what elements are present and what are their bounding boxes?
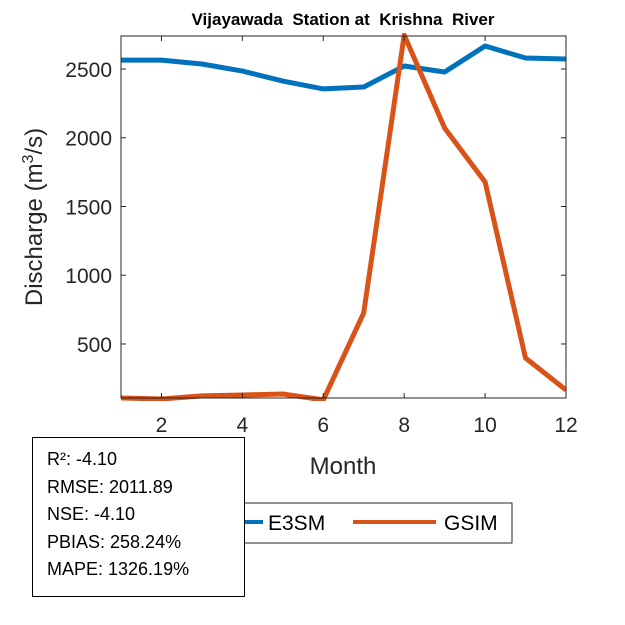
x-axis-ticks: 2 4 6 8 10 12: [156, 36, 578, 437]
x-tick-label: 12: [554, 414, 577, 437]
legend: E3SM GSIM: [235, 502, 513, 544]
y-axis-label-main: Discharge (m: [21, 163, 48, 306]
y-axis-label-sup: 3: [20, 154, 37, 163]
stat-rmse: RMSE: 2011.89: [47, 476, 173, 497]
y-tick-label: 2000: [65, 128, 112, 151]
x-tick-label: 10: [473, 414, 496, 437]
stats-annotation-box: R²: -4.10 RMSE: 2011.89 NSE: -4.10 PBIAS…: [32, 437, 245, 597]
legend-label-e3sm: E3SM: [268, 512, 325, 535]
series-line-gsim: [121, 33, 566, 401]
chart-title: Vijayawada Station at Krishna River: [192, 10, 495, 29]
stat-pbias: PBIAS: 258.24%: [47, 531, 182, 552]
y-tick-label: 1500: [65, 196, 112, 219]
stat-nse: NSE: -4.10: [47, 504, 136, 524]
series-line-e3sm: [121, 43, 566, 92]
x-tick-label: 6: [317, 414, 329, 437]
stat-mape: MAPE: 1326.19%: [47, 559, 190, 579]
y-tick-label: 2500: [65, 59, 112, 82]
y-axis-label: Discharge (m3/s): [20, 128, 48, 306]
y-axis-ticks: 500 1000 1500 2000 2500: [65, 59, 566, 357]
stat-r2: R²: -4.10: [47, 449, 118, 469]
x-tick-label: 8: [398, 414, 410, 437]
y-tick-label: 1000: [65, 265, 112, 288]
series-layer: [121, 33, 566, 401]
axes-box: [120, 35, 567, 399]
y-axis-label-tail: /s): [21, 128, 48, 155]
y-tick-label: 500: [77, 334, 112, 357]
x-axis-label: Month: [310, 453, 377, 480]
x-tick-label: 2: [156, 414, 168, 437]
legend-label-gsim: GSIM: [444, 512, 498, 535]
x-tick-label: 4: [237, 414, 249, 437]
